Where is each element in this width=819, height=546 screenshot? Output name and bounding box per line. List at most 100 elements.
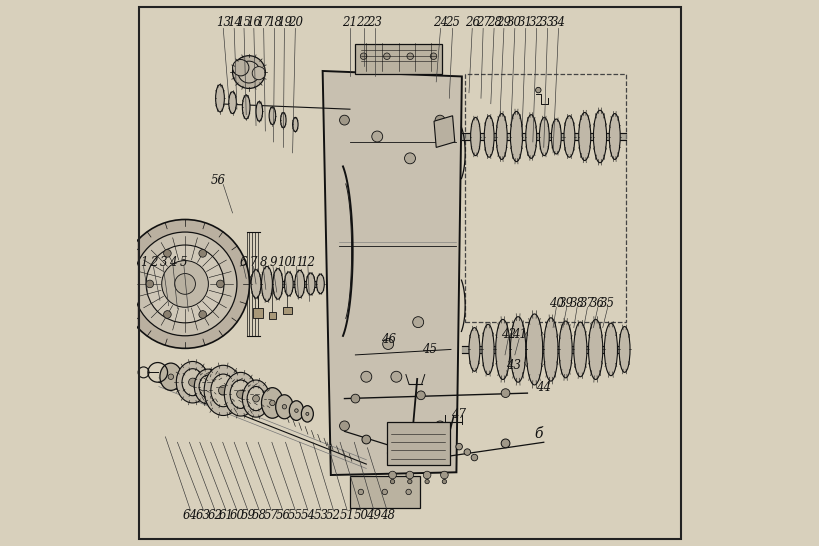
Ellipse shape	[176, 361, 209, 403]
Circle shape	[146, 280, 153, 288]
Text: 23: 23	[367, 16, 382, 29]
Circle shape	[282, 405, 287, 409]
Ellipse shape	[495, 319, 509, 379]
Text: 47: 47	[450, 408, 465, 422]
Text: 4: 4	[169, 256, 177, 269]
Text: 29: 29	[495, 16, 511, 29]
Bar	[350, 476, 419, 508]
Text: 13: 13	[215, 16, 230, 29]
Text: 52: 52	[326, 509, 341, 523]
Text: 2: 2	[149, 256, 157, 269]
Circle shape	[382, 339, 393, 349]
Circle shape	[440, 471, 448, 479]
Circle shape	[404, 153, 415, 164]
Ellipse shape	[224, 372, 257, 416]
Ellipse shape	[604, 323, 617, 376]
Text: 8: 8	[259, 256, 266, 269]
Text: 39: 39	[559, 296, 573, 310]
Ellipse shape	[261, 388, 283, 418]
Ellipse shape	[273, 269, 283, 299]
Text: 41: 41	[511, 328, 526, 341]
Circle shape	[305, 412, 309, 416]
Circle shape	[204, 383, 211, 390]
Circle shape	[391, 371, 401, 382]
Text: 10: 10	[277, 256, 292, 269]
Text: 55: 55	[287, 509, 302, 523]
Text: 3: 3	[159, 256, 167, 269]
Text: 19: 19	[277, 16, 292, 29]
Circle shape	[371, 131, 382, 142]
Ellipse shape	[177, 371, 190, 388]
Text: 9: 9	[269, 256, 276, 269]
Text: 17: 17	[256, 16, 271, 29]
Ellipse shape	[563, 116, 574, 157]
Ellipse shape	[609, 114, 619, 159]
Text: 40: 40	[548, 296, 563, 310]
Circle shape	[216, 280, 224, 288]
Bar	[464, 74, 625, 322]
Ellipse shape	[229, 92, 236, 114]
Ellipse shape	[280, 112, 286, 128]
Circle shape	[133, 232, 237, 336]
Circle shape	[361, 435, 370, 444]
Ellipse shape	[482, 324, 494, 375]
Bar	[387, 422, 450, 465]
Circle shape	[435, 115, 445, 125]
Text: 57: 57	[264, 509, 278, 523]
Text: 37: 37	[579, 296, 595, 310]
Circle shape	[388, 471, 396, 479]
Ellipse shape	[526, 314, 542, 385]
Circle shape	[269, 400, 275, 406]
Text: 5: 5	[180, 256, 188, 269]
Polygon shape	[433, 116, 455, 147]
Ellipse shape	[305, 273, 314, 295]
Text: 38: 38	[569, 296, 584, 310]
Circle shape	[416, 391, 425, 400]
Text: 7: 7	[249, 256, 256, 269]
Circle shape	[233, 56, 265, 88]
Ellipse shape	[525, 115, 536, 158]
Ellipse shape	[204, 365, 242, 416]
Circle shape	[424, 479, 429, 484]
Ellipse shape	[215, 85, 224, 112]
Text: 34: 34	[550, 16, 565, 29]
Text: 49: 49	[366, 509, 381, 523]
Text: 54: 54	[300, 509, 315, 523]
Circle shape	[500, 439, 509, 448]
Ellipse shape	[182, 369, 203, 396]
Text: 21: 21	[342, 16, 357, 29]
Text: 61: 61	[218, 509, 233, 523]
Circle shape	[168, 374, 174, 379]
Circle shape	[423, 471, 431, 479]
Text: 48: 48	[379, 509, 394, 523]
Ellipse shape	[292, 117, 298, 132]
Circle shape	[535, 87, 541, 93]
Text: 58: 58	[251, 509, 266, 523]
Text: 43: 43	[505, 359, 521, 372]
Text: 31: 31	[518, 16, 532, 29]
Ellipse shape	[194, 369, 221, 404]
Ellipse shape	[470, 117, 480, 156]
Ellipse shape	[284, 272, 293, 296]
Circle shape	[405, 471, 413, 479]
Text: 12: 12	[300, 256, 315, 269]
Text: 16: 16	[246, 16, 261, 29]
Ellipse shape	[242, 95, 250, 119]
Text: 60: 60	[229, 509, 244, 523]
Text: 45: 45	[421, 343, 436, 356]
Circle shape	[174, 274, 195, 294]
Text: 64: 64	[183, 509, 197, 523]
Ellipse shape	[578, 112, 590, 161]
Circle shape	[358, 489, 363, 495]
Circle shape	[199, 250, 206, 257]
Ellipse shape	[247, 387, 265, 411]
Circle shape	[412, 317, 423, 328]
Text: 14: 14	[226, 16, 242, 29]
Text: б: б	[533, 427, 542, 441]
Circle shape	[294, 409, 298, 412]
Ellipse shape	[301, 406, 313, 422]
Circle shape	[218, 385, 228, 395]
Text: 53: 53	[313, 509, 328, 523]
Ellipse shape	[256, 102, 262, 121]
Ellipse shape	[588, 319, 602, 379]
